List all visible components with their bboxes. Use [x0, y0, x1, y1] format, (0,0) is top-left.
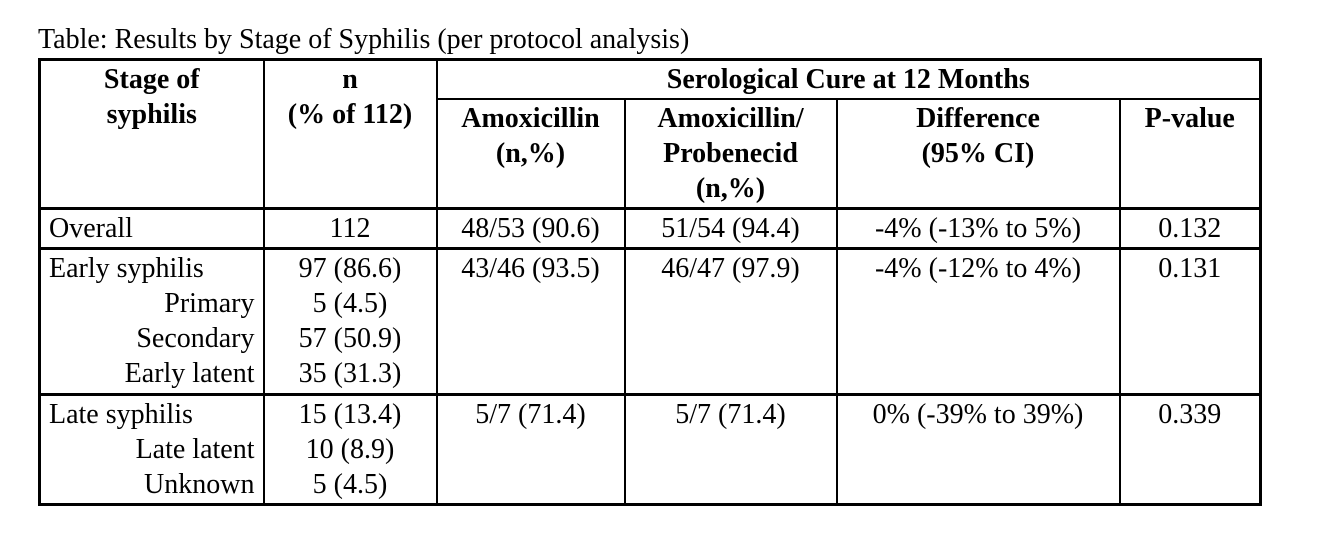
- stage-label: Overall: [49, 213, 133, 244]
- col-header-n-percent: n (% of 112): [262, 58, 438, 210]
- stage-sublabel-unknown: Unknown: [144, 469, 255, 500]
- header-row-sub: Amoxicillin (n,%) Amoxicillin/ Probeneci…: [40, 98, 1262, 210]
- stage-sublabel-primary: Primary: [164, 288, 255, 319]
- n-value: 5 (4.5): [312, 469, 388, 500]
- amox-probenecid-cell-overall: 51/54 (94.4): [623, 207, 838, 250]
- span-header-serological-cure: Serological Cure at 12 Months: [435, 58, 1262, 100]
- table-header: Stage of syphilis n (% of 112) Serologic…: [38, 58, 1262, 210]
- n-value: 10 (8.9): [305, 434, 395, 465]
- n-cell-late-syphilis: 15 (13.4) 10 (8.9) 5 (4.5): [262, 393, 438, 506]
- n-value: 15 (13.4): [298, 399, 402, 430]
- p-value-cell-late-syphilis: 0.339: [1118, 393, 1262, 506]
- stage-sublabel-early-latent: Early latent: [124, 358, 255, 389]
- stage-label: Early syphilis: [49, 253, 204, 284]
- amox-probenecid-cell-early-syphilis: 46/47 (97.9): [623, 247, 838, 396]
- col-header-amoxicillin: Amoxicillin (n,%): [435, 98, 626, 210]
- stage-sublabel-secondary: Secondary: [136, 323, 255, 354]
- n-cell-overall: 112: [262, 207, 438, 250]
- stage-sublabel-late-latent: Late latent: [135, 434, 255, 465]
- stage-cell-overall: Overall: [38, 207, 265, 250]
- col-header-p-value: P-value: [1118, 98, 1262, 210]
- table-row-late-syphilis: Late syphilis Late latent Unknown 15 (13…: [38, 393, 1262, 506]
- stage-cell-late-syphilis: Late syphilis Late latent Unknown: [38, 393, 265, 506]
- table-row-overall: Overall 112 48/53 (90.6) 51/54 (94.4) -4…: [38, 207, 1262, 250]
- amoxicillin-cell-early-syphilis: 43/46 (93.5): [435, 247, 626, 396]
- p-value-cell-overall: 0.132: [1118, 207, 1262, 250]
- difference-cell-early-syphilis: -4% (-12% to 4%): [835, 247, 1121, 396]
- stage-label: Late syphilis: [49, 399, 193, 430]
- difference-cell-late-syphilis: 0% (-39% to 39%): [835, 393, 1121, 506]
- results-table: Stage of syphilis n (% of 112) Serologic…: [38, 58, 1263, 506]
- table-body: Overall 112 48/53 (90.6) 51/54 (94.4) -4…: [38, 207, 1262, 506]
- n-value: 5 (4.5): [312, 288, 388, 319]
- header-row-span: Stage of syphilis n (% of 112) Serologic…: [38, 58, 1262, 210]
- stage-cell-early-syphilis: Early syphilis Primary Secondary Early l…: [38, 247, 265, 396]
- amoxicillin-cell-overall: 48/53 (90.6): [435, 207, 626, 250]
- col-header-stage-of-syphilis: Stage of syphilis: [38, 58, 265, 210]
- col-header-difference: Difference (95% CI): [835, 98, 1121, 210]
- col-header-amoxicillin-probenecid: Amoxicillin/ Probenecid (n,%): [623, 98, 838, 210]
- p-value-cell-early-syphilis: 0.131: [1118, 247, 1262, 396]
- difference-cell-overall: -4% (-13% to 5%): [835, 207, 1121, 250]
- n-value: 112: [329, 213, 371, 244]
- amox-probenecid-cell-late-syphilis: 5/7 (71.4): [623, 393, 838, 506]
- n-cell-early-syphilis: 97 (86.6) 5 (4.5) 57 (50.9) 35 (31.3): [262, 247, 438, 396]
- n-value: 35 (31.3): [298, 358, 402, 389]
- amoxicillin-cell-late-syphilis: 5/7 (71.4): [435, 393, 626, 506]
- table-title: Table: Results by Stage of Syphilis (per…: [38, 24, 690, 55]
- n-value: 97 (86.6): [298, 253, 402, 284]
- n-value: 57 (50.9): [298, 323, 402, 354]
- document-page: Table: Results by Stage of Syphilis (per…: [38, 24, 1263, 506]
- table-row-early-syphilis: Early syphilis Primary Secondary Early l…: [38, 247, 1262, 396]
